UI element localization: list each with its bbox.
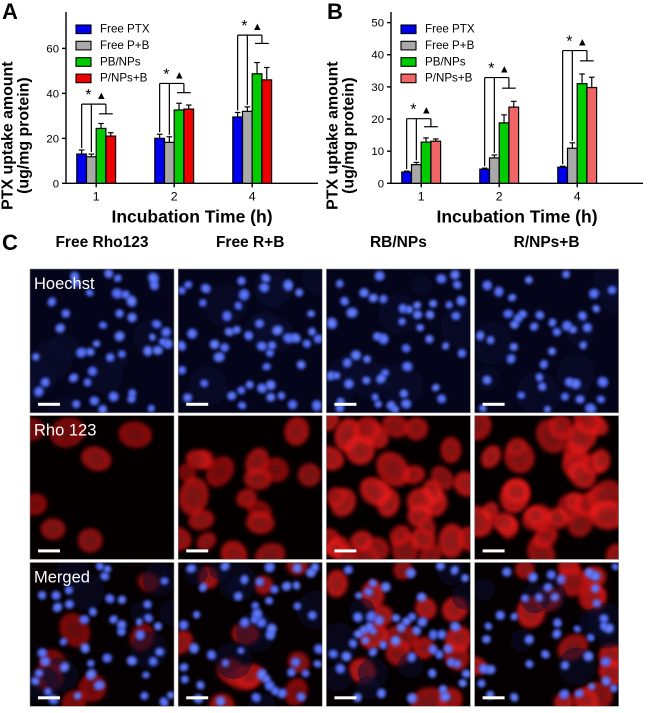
- svg-text:40: 40: [371, 50, 384, 62]
- svg-text:R/NPs+B: R/NPs+B: [514, 234, 580, 251]
- svg-text:20: 20: [46, 133, 59, 145]
- svg-text:4: 4: [574, 189, 581, 203]
- svg-text:Free P+B: Free P+B: [100, 39, 150, 52]
- svg-text:PTX uptake amount: PTX uptake amount: [325, 61, 342, 210]
- svg-text:PB/NPs: PB/NPs: [100, 55, 141, 68]
- svg-text:PB/NPs: PB/NPs: [425, 55, 466, 68]
- svg-text:Incubation Time (h): Incubation Time (h): [436, 206, 597, 226]
- svg-text:50: 50: [371, 18, 384, 30]
- svg-text:Free R+B: Free R+B: [216, 234, 285, 251]
- svg-text:Free PTX: Free PTX: [100, 23, 150, 36]
- svg-text:30: 30: [371, 82, 384, 94]
- svg-text:(ug/mg protein): (ug/mg protein): [16, 77, 33, 194]
- svg-text:*: *: [85, 87, 91, 104]
- svg-text:0: 0: [378, 178, 384, 190]
- svg-text:0: 0: [53, 178, 59, 190]
- svg-text:P/NPs+B: P/NPs+B: [425, 72, 473, 85]
- svg-text:C: C: [2, 230, 18, 255]
- svg-text:1: 1: [418, 189, 425, 203]
- svg-text:Free Rho123: Free Rho123: [55, 234, 148, 251]
- svg-text:Incubation Time (h): Incubation Time (h): [111, 206, 272, 226]
- svg-text:RB/NPs: RB/NPs: [370, 234, 427, 251]
- svg-text:20: 20: [371, 114, 384, 126]
- svg-text:1: 1: [93, 189, 100, 203]
- svg-text:Rho 123: Rho 123: [34, 422, 96, 440]
- svg-text:▲: ▲: [96, 90, 107, 102]
- svg-text:Hoechst: Hoechst: [34, 275, 95, 293]
- svg-text:*: *: [410, 102, 416, 119]
- svg-text:Free P+B: Free P+B: [425, 39, 475, 52]
- svg-text:*: *: [163, 66, 169, 83]
- svg-text:*: *: [241, 18, 247, 35]
- svg-text:▲: ▲: [499, 64, 510, 76]
- svg-text:▲: ▲: [174, 69, 185, 81]
- svg-text:*: *: [488, 61, 494, 78]
- svg-text:P/NPs+B: P/NPs+B: [100, 72, 148, 85]
- svg-text:(ug/mg protein): (ug/mg protein): [341, 77, 358, 194]
- svg-text:2: 2: [496, 189, 503, 203]
- svg-text:▲: ▲: [252, 21, 263, 33]
- svg-text:4: 4: [249, 189, 256, 203]
- svg-text:Free PTX: Free PTX: [425, 23, 475, 36]
- svg-text:60: 60: [46, 43, 59, 55]
- svg-text:*: *: [566, 34, 572, 51]
- svg-text:40: 40: [46, 88, 59, 100]
- svg-text:Merged: Merged: [34, 569, 90, 587]
- svg-text:2: 2: [171, 189, 178, 203]
- svg-text:▲: ▲: [577, 37, 588, 49]
- svg-text:A: A: [2, 0, 18, 24]
- svg-text:PTX uptake amount: PTX uptake amount: [0, 61, 17, 210]
- svg-text:B: B: [327, 0, 343, 24]
- svg-text:10: 10: [371, 146, 384, 158]
- svg-text:▲: ▲: [421, 105, 432, 117]
